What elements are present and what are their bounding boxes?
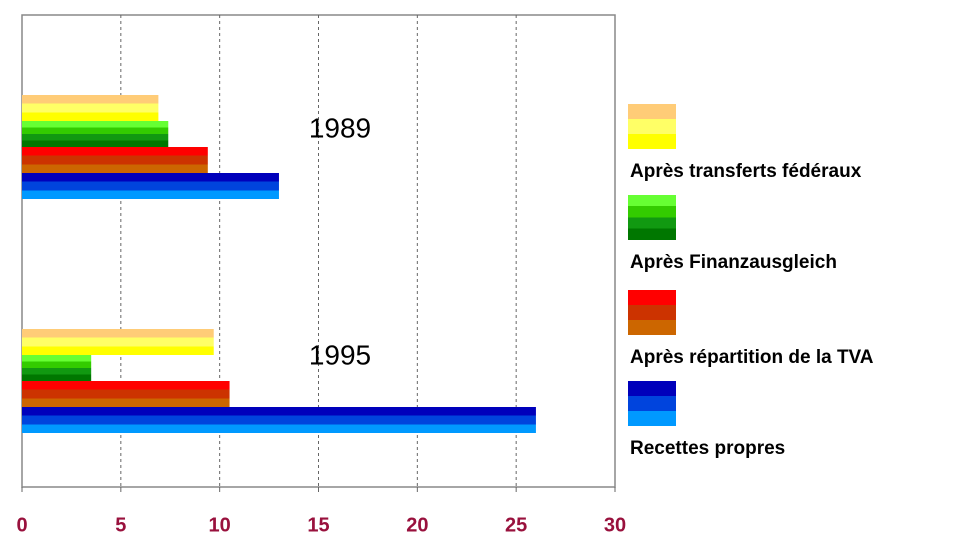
bar (22, 381, 230, 407)
legend-swatch (628, 290, 676, 335)
legend-label: Après Finanzausgleich (630, 252, 837, 273)
x-tick-label: 30 (604, 514, 626, 536)
legend-swatch (628, 381, 676, 426)
x-tick-label: 10 (209, 514, 231, 536)
x-tick-label: 15 (307, 514, 329, 536)
legend-swatch (628, 104, 676, 149)
x-tick-label: 25 (505, 514, 527, 536)
x-tick-label: 0 (16, 514, 27, 536)
bar (22, 121, 169, 147)
bar (22, 147, 208, 173)
legend-label: Après répartition de la TVA (630, 347, 874, 368)
category-label: 1995 (309, 339, 371, 370)
bar (22, 329, 214, 355)
bar (22, 407, 536, 433)
legend-label: Après transferts fédéraux (630, 161, 862, 182)
x-tick-label: 5 (115, 514, 126, 536)
category-label: 1989 (309, 112, 371, 143)
legend-label: Recettes propres (630, 438, 785, 459)
bar (22, 355, 92, 381)
x-tick-label: 20 (406, 514, 428, 536)
bar (22, 95, 159, 121)
bar (22, 173, 279, 199)
legend-swatch (628, 195, 676, 240)
